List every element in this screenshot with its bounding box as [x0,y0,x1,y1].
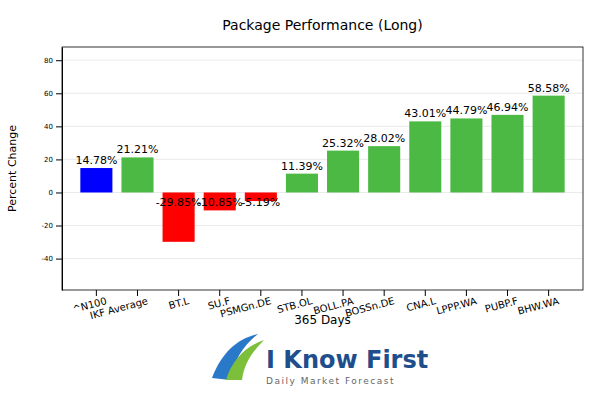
y-axis-line [62,48,63,291]
y-tick-label: 0 [49,189,53,197]
bar [121,157,153,192]
data-label: 21.21% [117,143,159,156]
x-tick-mark [137,290,138,296]
grid-line [62,225,583,226]
data-labels: 14.78%21.21% -29.85%-10.85%-5.19% 11.39% 25… [75,82,569,210]
bars [80,96,564,242]
x-tick: PSMGn.DE [219,290,272,319]
data-label: 43.01% [404,107,446,120]
x-tick-label: BHW.WA [516,295,560,317]
x-tick: STB.OL [276,290,314,315]
x-tick-mark [466,290,467,296]
y-tick-label: 40 [44,123,53,131]
x-tick-mark [178,290,179,296]
bar [327,151,359,193]
bar [409,121,441,192]
x-tick-mark [96,290,97,296]
grid-line [62,93,583,94]
bar [533,96,565,193]
data-label: -29.85% [156,196,202,209]
x-tick: CNA.L [405,290,437,314]
grid-line [62,258,583,259]
x-tick-mark [260,290,261,296]
bar [286,174,318,193]
x-tick-label: CNA.L [405,295,437,313]
y-tick: 20 [44,156,62,164]
logo-text: I Know First [266,346,428,374]
data-label: -5.19% [241,196,280,209]
data-label: 11.39% [281,160,323,173]
y-tick-mark [56,159,62,160]
y-tick-label: 20 [44,156,53,164]
x-axis-line [69,290,578,291]
x-tick-label: BT.L [167,295,190,311]
y-tick-label: 80 [44,57,53,65]
data-label: 14.78% [75,154,117,167]
y-tick-label: -40 [42,255,53,263]
frame [62,47,583,290]
x-tick-label: LPPP.WA [435,295,478,316]
y-tick-mark [56,192,62,193]
x-tick: BHW.WA [516,290,560,317]
y-tick-mark [56,226,62,227]
x-tick-mark [219,290,220,296]
data-label: 25.32% [322,137,364,150]
grid [62,60,583,258]
logo-swoosh [226,340,264,380]
logo-subtext: Daily Market Forecast [266,376,395,386]
y-tick-mark [56,60,62,61]
data-label: 46.94% [487,101,529,114]
bar [491,115,523,193]
x-tick-label: IKF Average [89,295,149,321]
logo: I Know First Daily Market Forecast [212,334,428,386]
chart: Package Performance (Long) -40 -20 0 20 40 60 8… [0,0,612,396]
x-tick-mark [507,290,508,296]
grid-line [62,60,583,61]
y-tick: -20 [42,222,62,230]
bar [450,118,482,192]
y-tick-label: 60 [44,90,53,98]
x-tick: LPPP.WA [435,290,478,317]
x-tick-label: BOSSn.DE [344,295,396,319]
y-tick-mark [56,126,62,127]
bar [368,146,400,192]
title: Package Performance (Long) [222,17,422,33]
data-label: -10.85% [197,196,243,209]
y-tick-mark [56,93,62,94]
x-tick-mark [301,290,302,296]
y-tick: 80 [44,57,62,65]
y-tick-mark [56,259,62,260]
y-axis-title: Percent Change [6,125,19,212]
data-label: 44.79% [445,104,487,117]
data-label: 58.58% [528,82,570,95]
x-tick-mark [384,290,385,296]
y-axis: -40 -20 0 20 40 60 80 [42,48,63,291]
y-tick: 0 [49,189,62,197]
x-tick-mark [548,290,549,296]
x-tick-mark [425,290,426,296]
x-tick: BT.L [167,290,190,311]
data-label: 28.02% [363,132,405,145]
y-tick: 60 [44,90,62,98]
x-tick-label: PUBP.F [484,295,520,314]
bar [80,168,112,192]
x-tick-label: PSMGn.DE [219,295,272,319]
x-axis-title: 365 Days [294,313,351,327]
x-tick: BOSSn.DE [344,290,396,319]
x-tick: PUBP.F [484,290,520,314]
y-tick: 40 [44,123,62,131]
y-tick-label: -20 [42,222,53,230]
x-tick: IKF Average [89,290,149,321]
y-tick: -40 [42,255,62,263]
x-tick-mark [343,290,344,296]
